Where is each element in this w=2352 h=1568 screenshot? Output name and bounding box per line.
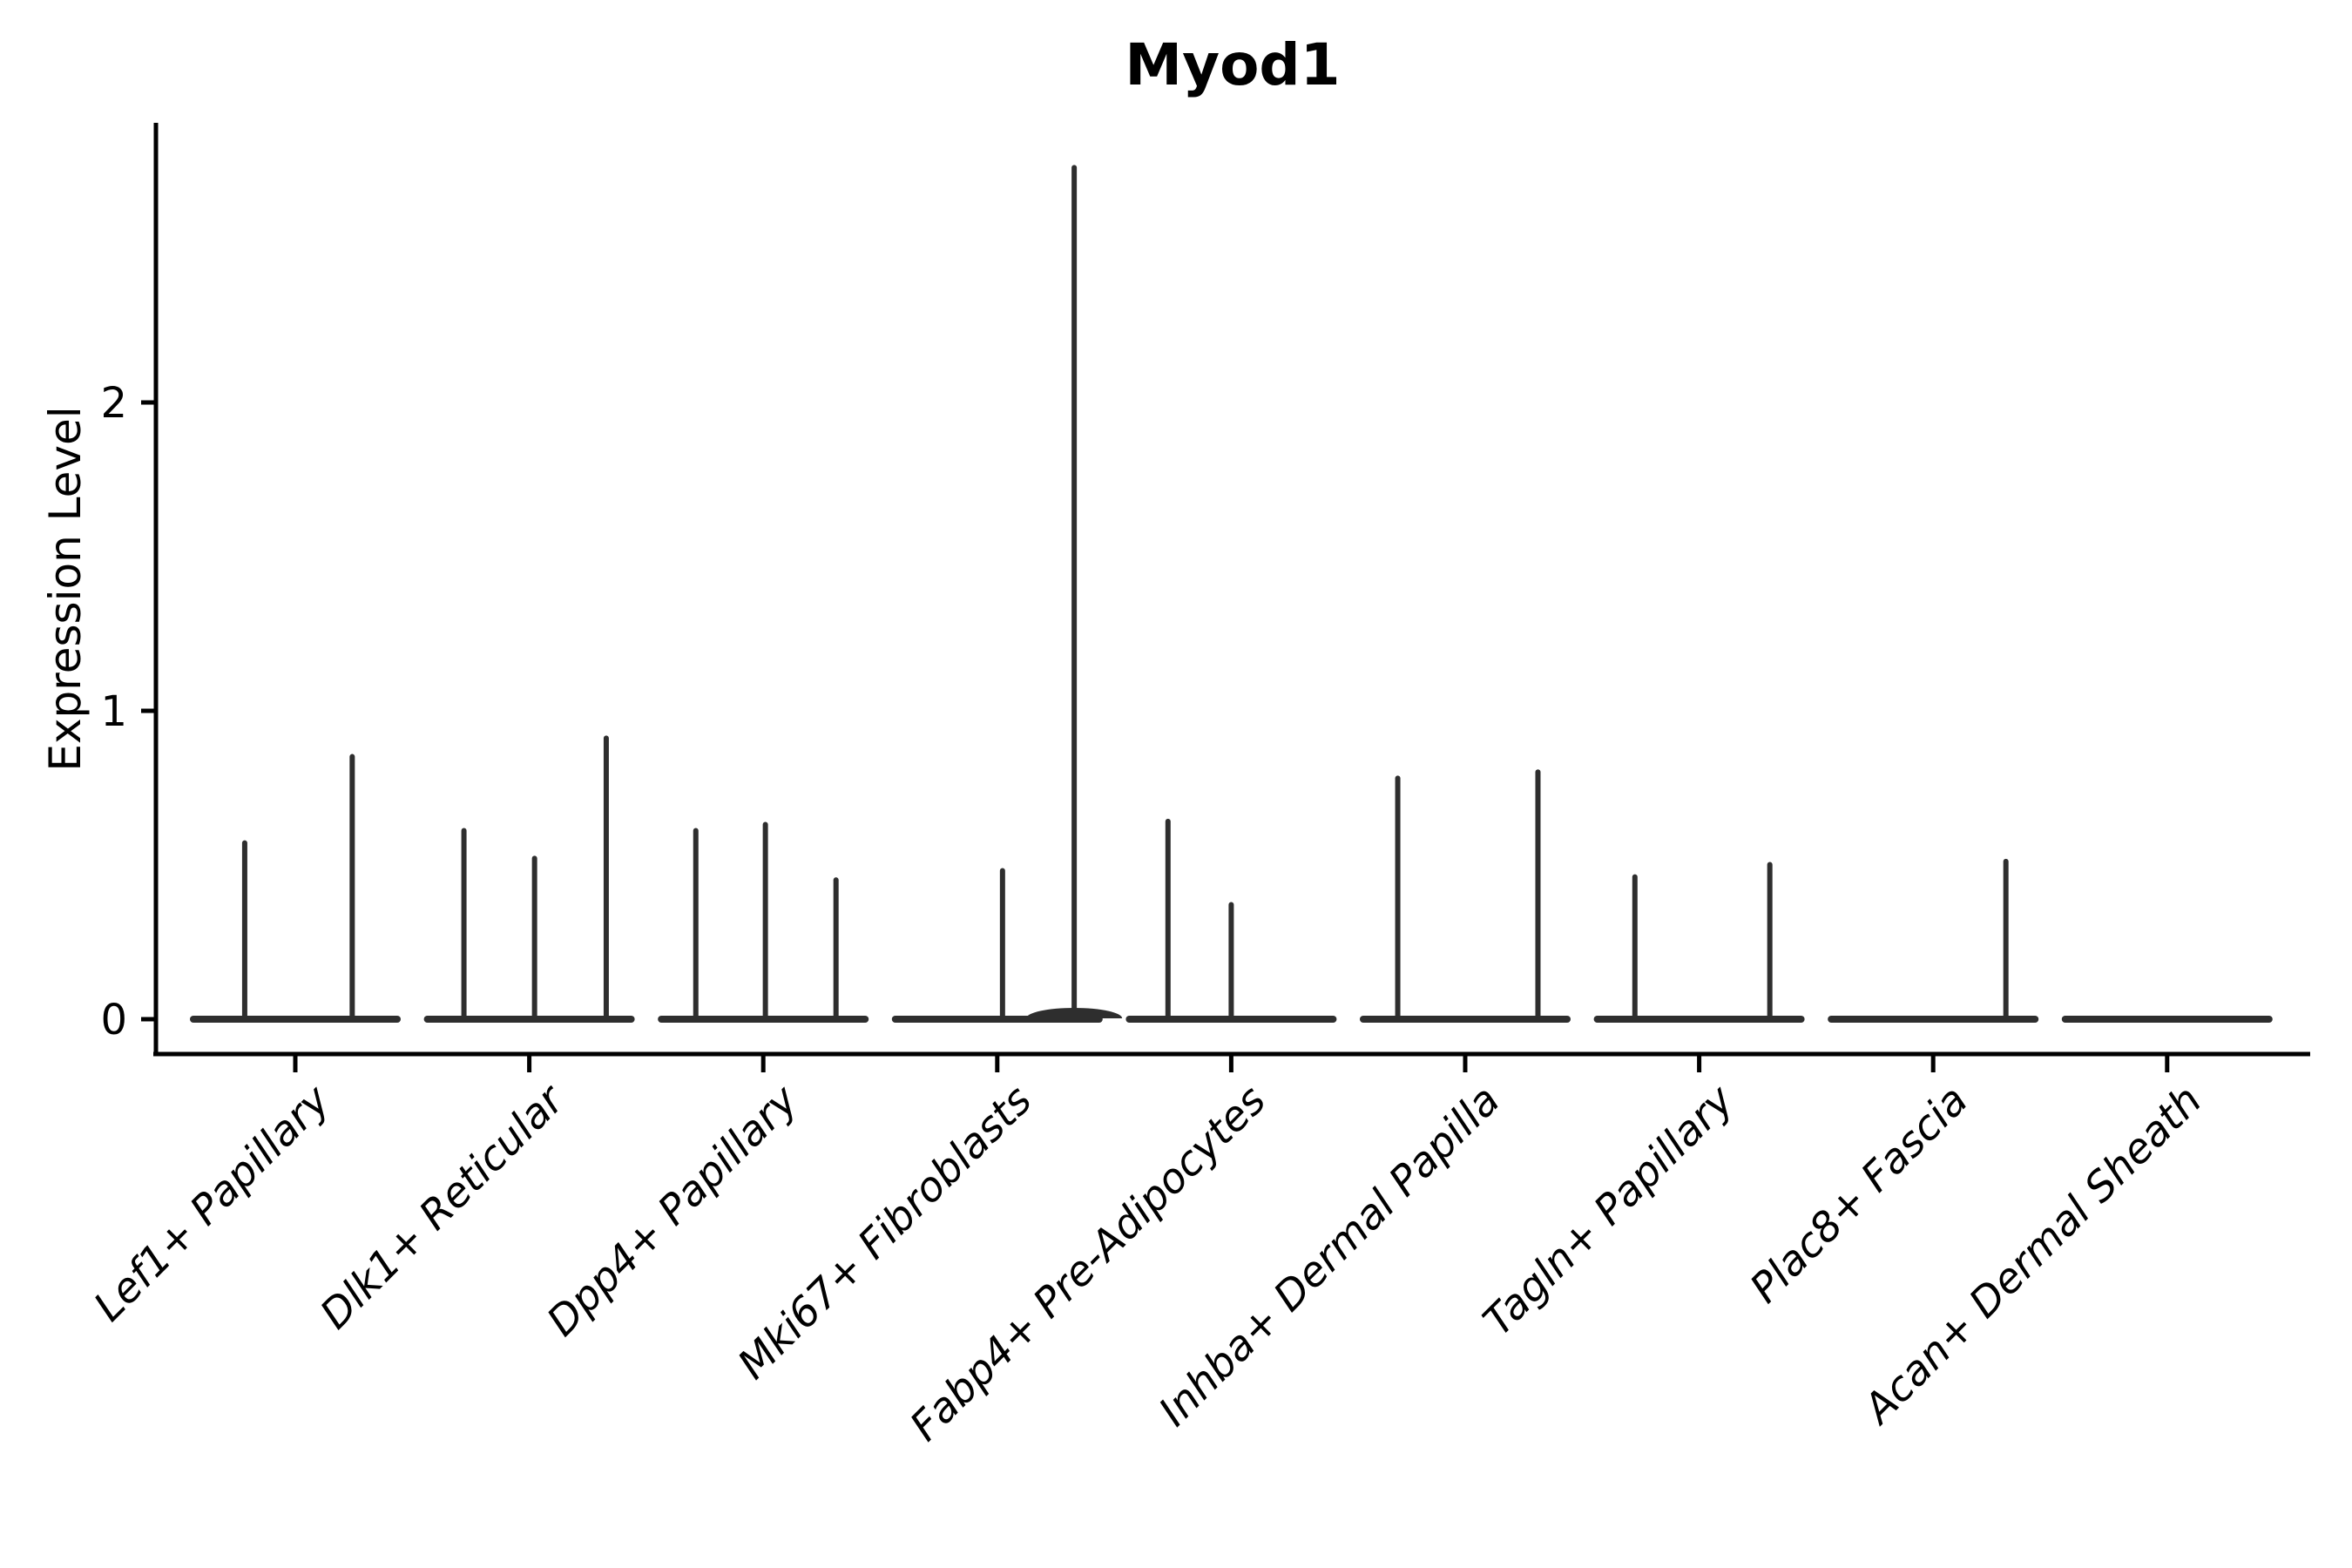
- violin: [1360, 769, 1571, 1023]
- violin: [891, 165, 1123, 1023]
- violin: [1125, 818, 1337, 1023]
- y-ticks: 0 1 2: [100, 379, 156, 1044]
- x-tick-label: Tagln+ Papillary: [1474, 1076, 1744, 1346]
- chart-title: Myod1: [1125, 31, 1340, 98]
- violin: [1593, 862, 1805, 1023]
- y-tick-label: 2: [100, 379, 127, 428]
- x-tick-label: Plac8+ Fascia: [1741, 1077, 1977, 1313]
- y-tick-label: 0: [100, 996, 127, 1044]
- y-tick-label: 1: [100, 687, 127, 736]
- x-tick-label: Dpp4+ Papillary: [538, 1076, 808, 1346]
- violins: [190, 165, 2273, 1023]
- violin: [190, 754, 401, 1023]
- violin: [423, 735, 635, 1023]
- violin: [658, 821, 869, 1023]
- x-tick-label: Lef1+ Papillary: [84, 1076, 340, 1331]
- violin: [1828, 858, 2039, 1023]
- x-tick-label: Dlk1+ Reticular: [311, 1075, 575, 1339]
- y-axis-label: Expression Level: [40, 406, 91, 771]
